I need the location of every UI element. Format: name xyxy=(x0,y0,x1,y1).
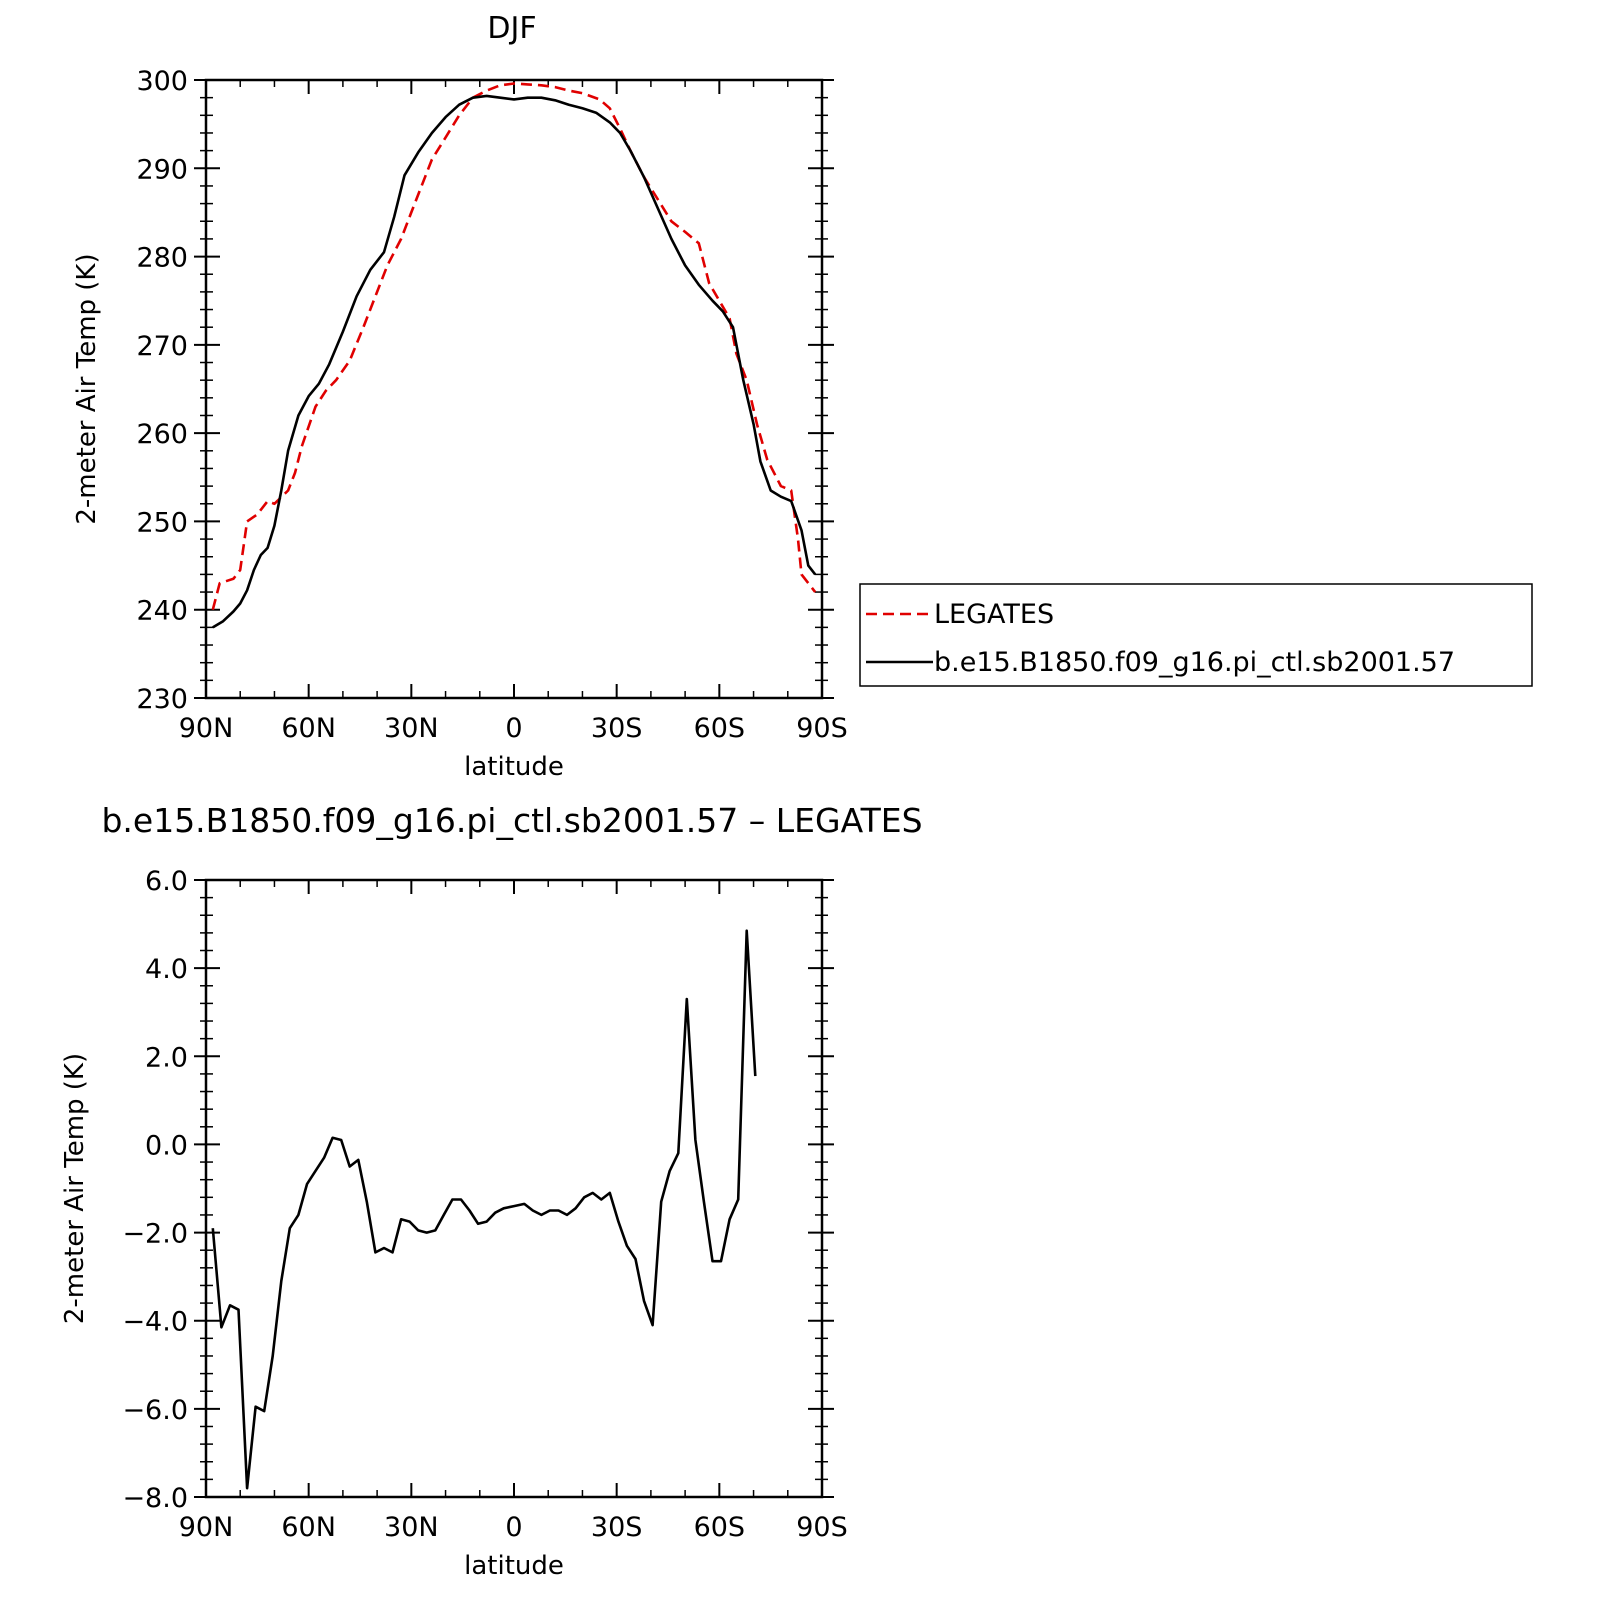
legend: LEGATES b.e15.B1850.f09_g16.pi_ctl.sb200… xyxy=(859,583,1533,687)
top-panel-ticks: 90N 60N 30N 0 30S 60S 90S 300 290 280 270 260 250 240… xyxy=(136,66,847,744)
y-tick-label: −4.0 xyxy=(122,1307,188,1338)
top-panel-series xyxy=(211,82,817,629)
x-tick-label: 60N xyxy=(281,713,336,744)
bottom-panel-series xyxy=(211,929,757,1490)
legend-box xyxy=(859,583,1533,687)
series-line-model xyxy=(212,94,817,629)
bottom-panel-ylabel: 2-meter Air Temp (K) xyxy=(60,1053,90,1324)
top-panel-frame xyxy=(204,78,824,700)
x-tick-label: 0 xyxy=(505,1512,522,1543)
legend-label-legates: LEGATES xyxy=(934,599,1054,630)
y-tick-label: 240 xyxy=(136,596,188,627)
y-tick-label: −6.0 xyxy=(122,1395,188,1426)
x-tick-label: 90S xyxy=(796,1512,848,1543)
y-tick-label: 250 xyxy=(136,507,188,538)
y-tick-label: 280 xyxy=(136,243,188,274)
x-tick-label: 30N xyxy=(384,713,439,744)
top-panel-ylabel: 2-meter Air Temp (K) xyxy=(72,253,102,524)
y-tick-label: 300 xyxy=(136,66,188,97)
x-tick-label: 90N xyxy=(179,1512,234,1543)
x-tick-label: 90N xyxy=(179,713,234,744)
y-tick-label: 270 xyxy=(136,331,188,362)
top-panel-xlabel: latitude xyxy=(464,752,564,782)
bottom-panel-ticks: 90N 60N 30N 0 30S 60S 90S 6.0 4.0 2.0 0.0 −2.0 −4.0 −… xyxy=(122,866,847,1543)
y-tick-label: 230 xyxy=(136,684,188,715)
y-tick-label: 4.0 xyxy=(145,954,188,985)
top-panel-title: DJF xyxy=(487,11,536,46)
bottom-panel: b.e15.B1850.f09_g16.pi_ctl.sb2001.57 – L… xyxy=(60,801,923,1581)
y-tick-label: 290 xyxy=(136,154,188,185)
x-tick-label: 0 xyxy=(505,713,522,744)
x-tick-label: 60N xyxy=(281,1512,336,1543)
y-tick-label: 260 xyxy=(136,419,188,450)
bottom-panel-frame xyxy=(204,878,824,1499)
x-tick-label: 30N xyxy=(384,1512,439,1543)
y-tick-label: 6.0 xyxy=(145,866,188,897)
y-tick-label: −2.0 xyxy=(122,1219,188,1250)
series-line-legates xyxy=(211,82,817,611)
x-tick-label: 30S xyxy=(591,1512,643,1543)
y-tick-label: −8.0 xyxy=(122,1483,188,1514)
y-tick-label: 2.0 xyxy=(145,1042,188,1073)
y-tick-label: 0.0 xyxy=(145,1130,188,1161)
bottom-panel-xlabel: latitude xyxy=(464,1551,564,1581)
x-tick-label: 60S xyxy=(694,1512,746,1543)
bottom-panel-title: b.e15.B1850.f09_g16.pi_ctl.sb2001.57 – L… xyxy=(101,801,922,840)
x-tick-label: 30S xyxy=(591,713,643,744)
x-tick-label: 60S xyxy=(694,713,746,744)
legend-label-model: b.e15.B1850.f09_g16.pi_ctl.sb2001.57 xyxy=(934,647,1455,678)
top-panel: DJF 90N 60N 30N 0 30S 60S 90S 300 290 280 270 260 25… xyxy=(72,11,848,782)
series-line-model xyxy=(211,929,757,1490)
x-tick-label: 90S xyxy=(796,713,848,744)
